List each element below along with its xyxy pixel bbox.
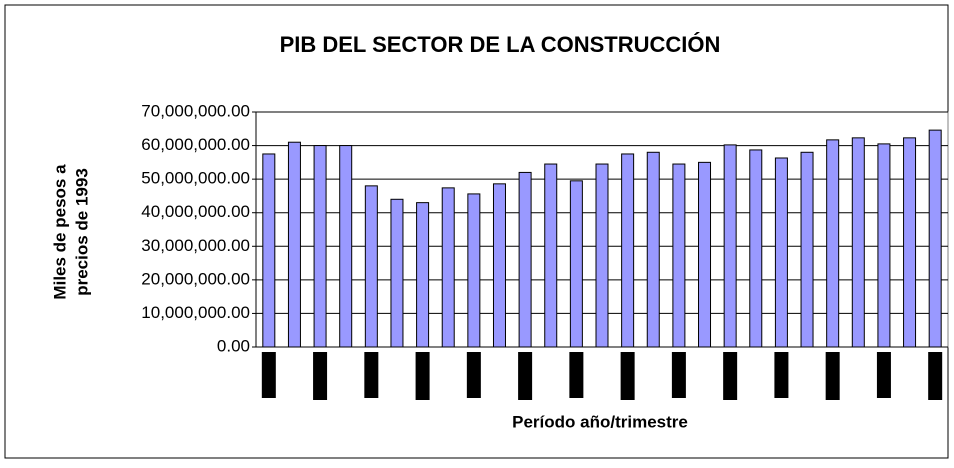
bar: [621, 153, 635, 348]
bar: [646, 151, 660, 348]
x-tick-label-block: [620, 352, 635, 400]
x-tick-label-block: [671, 352, 686, 398]
bar: [851, 137, 865, 348]
x-tick-label-block: [518, 352, 533, 400]
x-tick-label-block: [415, 352, 430, 400]
y-axis-label-line: precios de 1993: [72, 168, 91, 296]
x-tick-label-block: [313, 352, 328, 400]
x-tick-label-block: [723, 352, 738, 400]
y-axis-label-line: Miles de pesos a: [50, 164, 69, 300]
x-tick-label-block: [364, 352, 379, 398]
x-tick-label-block: [261, 352, 276, 398]
x-tick-label-block: [466, 352, 481, 398]
bar: [416, 202, 430, 348]
bar: [390, 198, 404, 348]
bar: [877, 143, 891, 348]
x-tick-label-block: [774, 352, 789, 398]
y-axis-label: Miles de pesos a precios de 1993: [50, 164, 91, 300]
y-tick-label: 0.00: [217, 336, 250, 355]
y-tick-label: 30,000,000.00: [141, 236, 250, 255]
bar: [672, 163, 686, 348]
bar: [441, 187, 455, 348]
y-tick-label: 20,000,000.00: [141, 269, 250, 288]
x-tick-label-block: [876, 352, 891, 398]
bar: [595, 163, 609, 348]
x-axis-label: Período año/trimestre: [512, 412, 688, 431]
bar: [826, 139, 840, 348]
bar: [518, 171, 532, 348]
y-tick-label: 60,000,000.00: [141, 135, 250, 154]
bar: [364, 185, 378, 348]
x-tick-label-block: [825, 352, 840, 400]
bar: [698, 161, 712, 348]
bar: [339, 145, 353, 348]
bar: [800, 151, 814, 348]
bar: [313, 145, 327, 348]
y-tick-label: 70,000,000.00: [141, 101, 250, 120]
y-tick-label: 10,000,000.00: [141, 303, 250, 322]
y-tick-label: 40,000,000.00: [141, 202, 250, 221]
bar: [774, 157, 788, 348]
bar: [928, 129, 942, 348]
chart-title: PIB DEL SECTOR DE LA CONSTRUCCIÓN: [280, 32, 721, 57]
bar: [544, 163, 558, 348]
bar: [749, 149, 763, 348]
bar: [723, 144, 737, 348]
bar: [903, 137, 917, 348]
bar: [492, 183, 506, 348]
x-tick-label-block: [569, 352, 584, 398]
x-tick-label-block: [928, 352, 943, 400]
bar: [262, 153, 276, 348]
y-tick-label: 50,000,000.00: [141, 169, 250, 188]
bar: [287, 141, 301, 348]
bar: [569, 180, 583, 348]
bar: [467, 193, 481, 348]
